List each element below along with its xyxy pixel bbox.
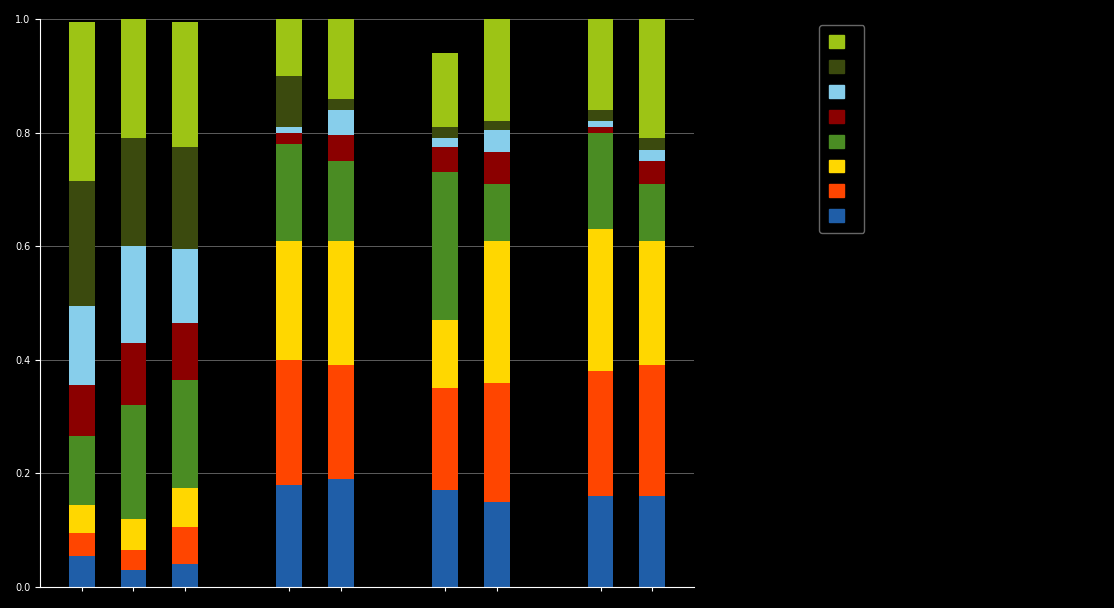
Bar: [587, 229, 614, 371]
Bar: [329, 19, 354, 98]
Bar: [483, 153, 510, 184]
Bar: [639, 184, 665, 241]
Bar: [483, 19, 510, 121]
Bar: [639, 365, 665, 496]
Bar: [276, 76, 302, 127]
Bar: [69, 505, 95, 533]
Bar: [276, 360, 302, 485]
Bar: [173, 564, 198, 587]
Bar: [639, 19, 665, 138]
Bar: [276, 133, 302, 144]
Bar: [587, 371, 614, 496]
Bar: [69, 22, 95, 181]
Bar: [639, 241, 665, 365]
Bar: [639, 161, 665, 184]
Legend: , , , , , , , : , , , , , , ,: [819, 26, 864, 233]
Bar: [432, 320, 458, 388]
Bar: [120, 519, 146, 550]
Bar: [639, 496, 665, 587]
Bar: [120, 246, 146, 343]
Bar: [639, 150, 665, 161]
Bar: [173, 22, 198, 147]
Bar: [483, 184, 510, 241]
Bar: [329, 136, 354, 161]
Bar: [432, 388, 458, 491]
Bar: [639, 138, 665, 150]
Bar: [173, 147, 198, 249]
Bar: [329, 110, 354, 136]
Bar: [483, 130, 510, 153]
Bar: [276, 241, 302, 360]
Bar: [276, 144, 302, 241]
Bar: [120, 570, 146, 587]
Bar: [329, 241, 354, 365]
Bar: [432, 147, 458, 172]
Bar: [173, 323, 198, 379]
Bar: [432, 53, 458, 127]
Bar: [173, 249, 198, 323]
Bar: [69, 437, 95, 505]
Bar: [173, 488, 198, 527]
Bar: [587, 133, 614, 229]
Bar: [587, 110, 614, 121]
Bar: [329, 365, 354, 479]
Bar: [69, 181, 95, 306]
Bar: [120, 19, 146, 138]
Bar: [483, 121, 510, 130]
Bar: [483, 241, 510, 382]
Bar: [120, 550, 146, 570]
Bar: [276, 19, 302, 76]
Bar: [432, 491, 458, 587]
Bar: [276, 485, 302, 587]
Bar: [329, 479, 354, 587]
Bar: [587, 121, 614, 127]
Bar: [587, 496, 614, 587]
Bar: [587, 13, 614, 110]
Bar: [329, 98, 354, 110]
Bar: [432, 138, 458, 147]
Bar: [69, 556, 95, 587]
Bar: [120, 138, 146, 246]
Bar: [329, 161, 354, 241]
Bar: [483, 502, 510, 587]
Bar: [69, 306, 95, 385]
Bar: [69, 533, 95, 556]
Bar: [587, 127, 614, 133]
Bar: [432, 172, 458, 320]
Bar: [483, 382, 510, 502]
Bar: [120, 343, 146, 406]
Bar: [173, 379, 198, 488]
Bar: [69, 385, 95, 437]
Bar: [173, 527, 198, 564]
Bar: [432, 127, 458, 138]
Bar: [120, 406, 146, 519]
Bar: [276, 127, 302, 133]
